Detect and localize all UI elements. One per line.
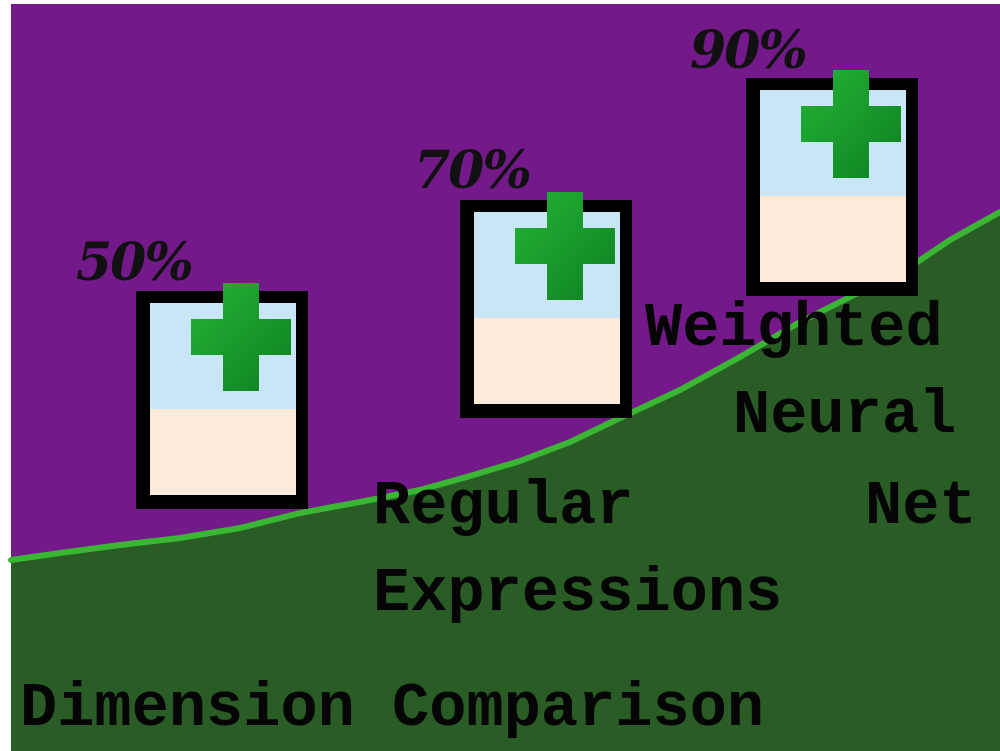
label-weighted: Weighted [645, 293, 943, 364]
label-regular: Regular [373, 471, 633, 542]
document-add-icon [746, 70, 918, 296]
percent-label-50: 50% [76, 232, 192, 293]
document-add-icon [460, 192, 632, 418]
ground-area [11, 212, 1000, 751]
document-add-icon [136, 283, 308, 509]
percent-label-90: 90% [690, 20, 806, 81]
label-expressions: Expressions [373, 558, 782, 629]
label-net: Net [865, 471, 977, 542]
caption-dimension-comparison: Dimension Comparison [20, 673, 764, 744]
label-neural: Neural [733, 380, 956, 451]
percent-label-70: 70% [414, 140, 530, 201]
